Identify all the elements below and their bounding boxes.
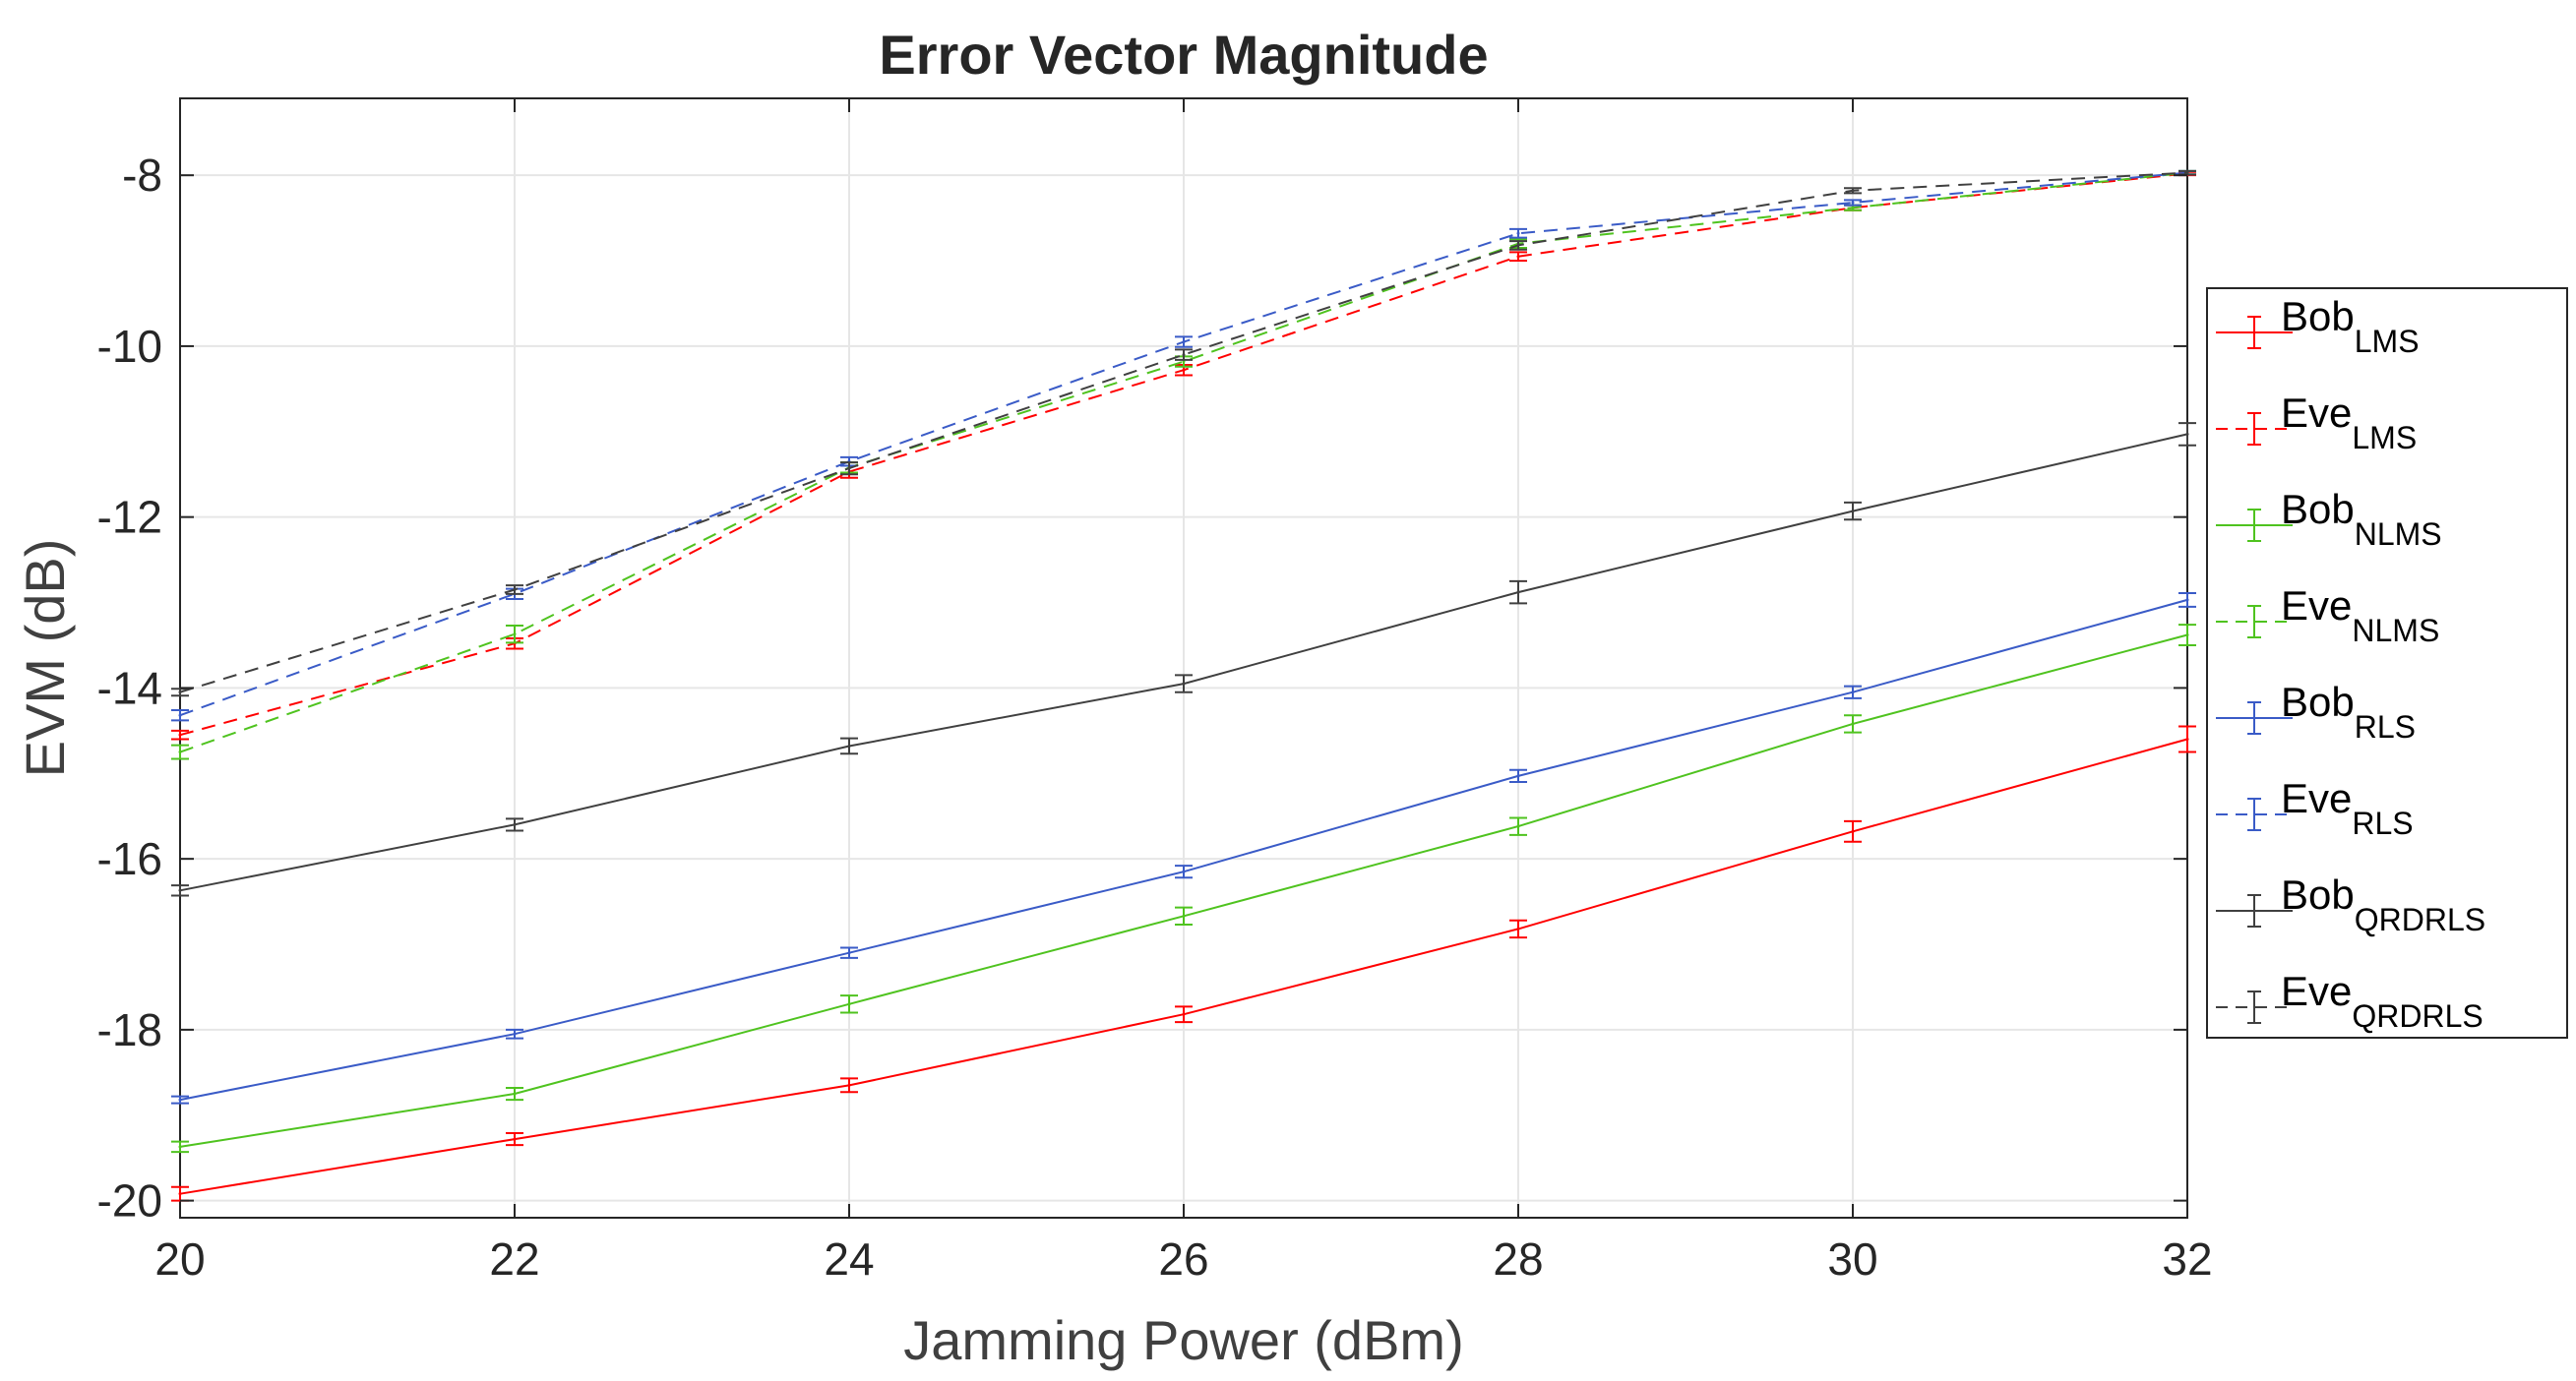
axis-ticks: 20 22 24 26 28 30 32 -20 -18 -16 -14 -12 -10 -8	[97, 98, 2213, 1285]
data-point	[847, 744, 851, 748]
legend-item-eve-rls: EveRLS	[2216, 775, 2414, 841]
data-point	[178, 713, 182, 717]
data-point	[2185, 633, 2189, 637]
x-tick-label: 20	[154, 1233, 205, 1285]
data-point	[178, 1192, 182, 1196]
data-point	[847, 1083, 851, 1087]
series-layer	[171, 169, 2196, 1202]
data-point	[1851, 201, 1855, 205]
legend-label: BobQRDRLS	[2281, 871, 2485, 937]
y-tick-label: -10	[97, 321, 162, 372]
data-point	[1516, 255, 1520, 259]
data-point	[1516, 231, 1520, 235]
data-point	[1516, 927, 1520, 931]
legend-item-bob-rls: BobRLS	[2216, 679, 2416, 745]
legend-item-bob-qrdrls: BobQRDRLS	[2216, 871, 2485, 937]
y-axis-label: EVM (dB)	[14, 539, 76, 778]
data-point	[1851, 206, 1855, 210]
y-tick-label: -18	[97, 1004, 162, 1055]
series-bob-nlms	[171, 624, 2196, 1154]
data-point	[1851, 829, 1855, 833]
legend: BobLMS EveLMS BobNLMS EveNLMS BobRLS EveRLS Bo…	[2206, 287, 2568, 1039]
chart-title: Error Vector Magnitude	[879, 24, 1488, 86]
data-point	[1182, 368, 1186, 372]
legend-item-bob-lms: BobLMS	[2216, 293, 2420, 359]
grid	[179, 98, 2188, 1218]
x-tick-label: 28	[1493, 1233, 1543, 1285]
data-point	[1851, 189, 1855, 193]
data-point	[1851, 510, 1855, 513]
data-point	[847, 1002, 851, 1006]
x-tick-label: 30	[1827, 1233, 1877, 1285]
x-tick-label: 26	[1158, 1233, 1208, 1285]
data-point	[1182, 353, 1186, 357]
series-bob-rls	[171, 591, 2196, 1105]
y-tick-label: -8	[122, 150, 162, 201]
data-point	[178, 690, 182, 694]
legend-item-eve-lms: EveLMS	[2216, 390, 2417, 455]
data-point	[178, 733, 182, 737]
data-point	[2185, 171, 2189, 175]
data-point	[513, 822, 517, 826]
y-tick-label: -16	[97, 833, 162, 884]
legend-label: EveRLS	[2281, 775, 2414, 841]
series-bob-lms	[171, 725, 2196, 1202]
data-point	[1516, 243, 1520, 247]
y-tick-label: -12	[97, 492, 162, 543]
legend-label: EveQRDRLS	[2281, 968, 2484, 1034]
data-point	[1182, 340, 1186, 344]
data-point	[2185, 598, 2189, 602]
x-tick-label: 24	[824, 1233, 874, 1285]
x-axis-label: Jamming Power (dBm)	[903, 1309, 1463, 1371]
data-point	[1851, 690, 1855, 694]
legend-item-eve-nlms: EveNLMS	[2216, 582, 2439, 648]
data-point	[2185, 738, 2189, 742]
legend-label: BobNLMS	[2281, 486, 2442, 552]
x-tick-label: 22	[489, 1233, 539, 1285]
data-point	[513, 1092, 517, 1096]
legend-label: EveNLMS	[2281, 582, 2439, 648]
legend-box	[2206, 287, 2568, 1039]
data-point	[1516, 590, 1520, 594]
series-eve-qrdrls	[171, 169, 2196, 697]
data-point	[847, 466, 851, 470]
legend-label: EveLMS	[2281, 390, 2417, 455]
data-point	[1516, 824, 1520, 828]
data-point	[1182, 682, 1186, 686]
legend-label: BobRLS	[2281, 679, 2416, 745]
data-point	[1516, 774, 1520, 778]
data-point	[1182, 870, 1186, 873]
legend-label: BobLMS	[2281, 293, 2420, 359]
series-bob-qrdrls	[171, 422, 2196, 897]
data-point	[178, 1145, 182, 1149]
data-point	[1851, 722, 1855, 726]
legend-item-eve-qrdrls: EveQRDRLS	[2216, 968, 2484, 1034]
y-tick-label: -14	[97, 662, 162, 713]
data-point	[178, 751, 182, 754]
data-point	[513, 632, 517, 636]
data-point	[513, 1137, 517, 1141]
data-point	[513, 1032, 517, 1036]
data-point	[1182, 1012, 1186, 1016]
y-tick-label: -20	[97, 1175, 162, 1227]
data-point	[513, 588, 517, 592]
data-point	[1182, 914, 1186, 918]
data-point	[178, 1098, 182, 1102]
data-point	[847, 951, 851, 955]
data-point	[178, 888, 182, 892]
legend-item-bob-nlms: BobNLMS	[2216, 486, 2442, 552]
x-tick-label: 32	[2162, 1233, 2212, 1285]
data-point	[2185, 432, 2189, 436]
